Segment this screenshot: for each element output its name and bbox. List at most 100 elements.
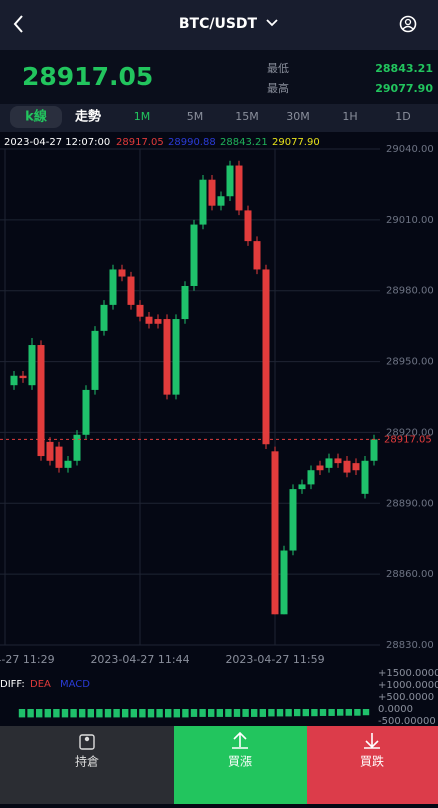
macd-bar	[70, 709, 77, 718]
macd-bar	[139, 709, 146, 718]
macd-bar	[53, 709, 60, 718]
candle-body	[10, 375, 18, 386]
timeframe-tab[interactable]: 走勢	[75, 109, 101, 125]
macd-bar	[113, 709, 120, 718]
candle-body	[325, 458, 333, 468]
macd-bar	[285, 709, 292, 717]
candle-body	[289, 489, 297, 551]
candle-body	[154, 319, 162, 324]
macd-bar	[36, 709, 43, 718]
macd-bar	[44, 709, 51, 718]
y-tick-label: 28860.00	[386, 569, 434, 580]
macd-bar	[216, 709, 223, 717]
candle-body	[271, 451, 279, 615]
macd-bar	[337, 709, 344, 716]
last-price-label: 28917.05	[384, 434, 432, 445]
macd-tick-label: 0.0000	[378, 704, 413, 715]
macd-bar	[156, 709, 163, 718]
candle-body	[298, 484, 306, 490]
candle-body	[19, 375, 27, 379]
pair-title[interactable]: BTC/USDT	[179, 16, 258, 32]
candle-body	[199, 179, 207, 225]
macd-bar	[104, 709, 112, 718]
timeframe-tab[interactable]: 1H	[342, 110, 357, 123]
info-value: 28917.05	[116, 137, 164, 148]
macd-bar	[233, 709, 241, 717]
y-tick-label: 28890.00	[386, 498, 434, 509]
x-tick-label: 2023-04-27 11:59	[225, 653, 324, 666]
info-value: 28990.88	[168, 137, 216, 148]
macd-bar	[96, 709, 103, 718]
macd-bar	[79, 709, 86, 718]
hold-button[interactable]: 持倉	[75, 754, 99, 769]
info-value: 29077.90	[272, 137, 320, 148]
macd-bar	[268, 709, 275, 717]
macd-bar	[276, 709, 284, 717]
macd-bar	[328, 709, 335, 716]
candle-body	[280, 550, 288, 615]
macd-tick-label: -500.00000	[378, 716, 436, 727]
tab-active-bg	[10, 106, 62, 128]
candle-body	[55, 446, 63, 468]
macd-bar	[294, 709, 301, 717]
timeframe-tab[interactable]: k線	[25, 109, 48, 125]
macd-tick-label: +1500.0000	[378, 668, 438, 679]
low-label: 最低	[267, 62, 289, 75]
macd-bar	[311, 709, 318, 717]
timeframe-tab[interactable]: 1D	[395, 110, 410, 123]
high-value: 29077.90	[375, 82, 433, 95]
buy-down-icon	[364, 733, 380, 749]
macd-bar	[259, 709, 266, 717]
candle-body	[262, 269, 270, 445]
candle-body	[163, 319, 171, 395]
candle-body	[226, 165, 234, 197]
macd-bar	[354, 709, 361, 716]
macd-bar	[147, 709, 155, 718]
macd-bar	[165, 709, 172, 718]
macd-bar	[345, 709, 352, 716]
macd-bar	[87, 709, 94, 718]
hold-icon	[79, 734, 95, 750]
timeframe-tab[interactable]: 1M	[134, 110, 151, 123]
buy-up-button[interactable]: 買漲	[228, 755, 252, 769]
timeframe-tab[interactable]: 15M	[235, 110, 259, 123]
y-tick-label: 28980.00	[386, 286, 434, 297]
y-tick-label: 28920.00	[386, 427, 434, 438]
high-label: 最高	[267, 81, 289, 95]
candle-body	[244, 210, 252, 242]
macd-bar	[122, 709, 129, 718]
pair-dropdown[interactable]	[266, 19, 278, 27]
back-button[interactable]	[13, 15, 23, 33]
candle-body	[46, 441, 54, 461]
info-value: 28843.21	[220, 137, 268, 148]
candle-body	[190, 224, 198, 286]
candle-body	[136, 304, 144, 317]
y-tick-label: 28950.00	[386, 357, 434, 368]
candle-body	[361, 460, 369, 494]
macd-tick-label: +500.0000	[378, 692, 434, 703]
buy-down-button[interactable]: 買跌	[360, 754, 384, 769]
candle-body	[343, 460, 351, 473]
buy-up-icon	[232, 731, 248, 749]
macd-legend: MACD	[60, 679, 90, 690]
macd-bar	[302, 709, 309, 717]
candle-body	[100, 304, 108, 331]
candle-body	[370, 439, 378, 461]
last-price: 28917.05	[22, 62, 153, 91]
timeframe-tab[interactable]: 30M	[286, 110, 310, 123]
macd-bar	[208, 709, 215, 717]
timeframe-tab[interactable]: 5M	[187, 110, 204, 123]
user-button[interactable]	[399, 15, 417, 33]
y-tick-label: 28830.00	[386, 640, 434, 651]
candle-body	[91, 330, 99, 390]
macd-bar	[18, 709, 26, 718]
candle-body	[235, 165, 243, 211]
macd-bar	[242, 709, 249, 717]
y-tick-label: 29040.00	[386, 144, 434, 155]
macd-bar	[61, 709, 69, 718]
candle-body	[64, 460, 72, 468]
candle-body	[37, 345, 45, 457]
macd-bar	[319, 709, 327, 716]
